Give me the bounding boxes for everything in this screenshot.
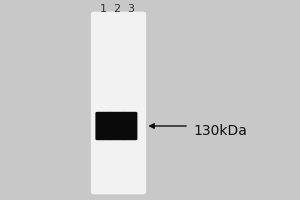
FancyBboxPatch shape — [109, 112, 125, 140]
FancyBboxPatch shape — [95, 112, 112, 140]
Text: 2: 2 — [113, 4, 121, 14]
Text: 130kDa: 130kDa — [194, 124, 247, 138]
FancyBboxPatch shape — [122, 112, 137, 140]
Text: 1: 1 — [100, 4, 107, 14]
Text: 3: 3 — [127, 4, 134, 14]
FancyBboxPatch shape — [91, 12, 146, 194]
